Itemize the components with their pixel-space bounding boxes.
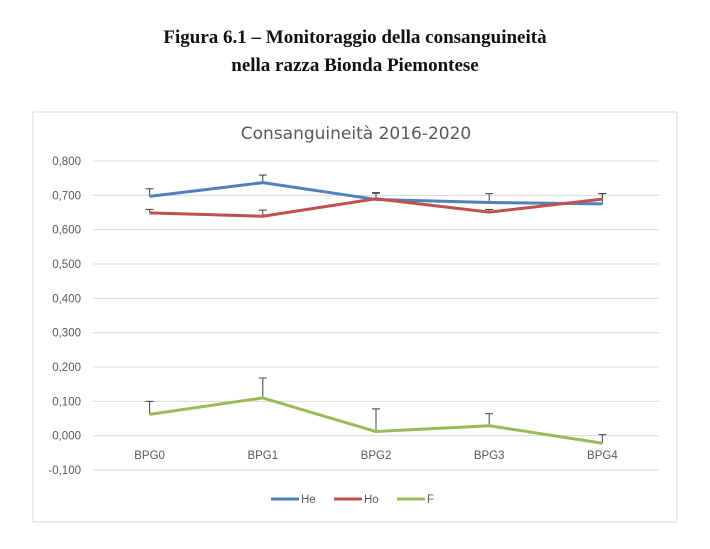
chart-title: Consanguineità 2016-2020 xyxy=(241,124,472,144)
y-tick-label: 0,300 xyxy=(52,328,81,340)
chart-frame xyxy=(32,111,678,523)
series-line-f xyxy=(149,396,603,445)
error-bar xyxy=(485,413,494,426)
legend-label: F xyxy=(427,494,434,506)
legend: He Ho F xyxy=(271,494,434,506)
y-axis: -0,100 0,000 0,100 0,200 0,300 0,400 0,500 0,60… xyxy=(48,156,81,477)
legend-item-he: He xyxy=(271,494,316,506)
figure-caption: Figura 6.1 – Monitoraggio della consangu… xyxy=(0,24,710,80)
figure-caption-line-1: Figura 6.1 – Monitoraggio della consangu… xyxy=(163,27,547,48)
y-tick-label: 0,500 xyxy=(52,259,81,271)
y-tick-label: 0,600 xyxy=(52,225,81,237)
y-tick-label: 0,100 xyxy=(52,396,81,408)
gridlines xyxy=(93,160,659,471)
error-bar xyxy=(145,400,154,415)
error-bar xyxy=(372,408,380,432)
error-bar xyxy=(598,193,607,200)
x-axis: BPG0 BPG1 BPG2 BPG3 BPG4 xyxy=(134,450,618,462)
figure-caption-line-2: nella razza Bionda Piemontese xyxy=(231,55,479,76)
y-tick-label: -0,100 xyxy=(48,465,81,477)
error-bar xyxy=(145,208,154,213)
y-tick-label: 0,200 xyxy=(52,362,81,374)
legend-item-ho: Ho xyxy=(334,494,379,506)
x-tick-label: BPG4 xyxy=(587,450,618,462)
series-lines xyxy=(149,181,603,445)
x-tick-label: BPG2 xyxy=(361,450,392,462)
series-line-ho xyxy=(149,197,603,218)
y-tick-label: 0,800 xyxy=(52,156,81,168)
legend-label: He xyxy=(301,494,316,506)
error-bar xyxy=(258,377,267,398)
y-tick-label: 0,400 xyxy=(52,293,81,305)
x-tick-label: BPG0 xyxy=(134,450,165,462)
legend-item-f: F xyxy=(397,494,434,506)
y-tick-label: 0,000 xyxy=(52,431,81,443)
y-tick-label: 0,700 xyxy=(52,190,81,202)
x-tick-label: BPG1 xyxy=(247,450,278,462)
x-tick-label: BPG3 xyxy=(474,450,505,462)
legend-label: Ho xyxy=(364,494,379,506)
